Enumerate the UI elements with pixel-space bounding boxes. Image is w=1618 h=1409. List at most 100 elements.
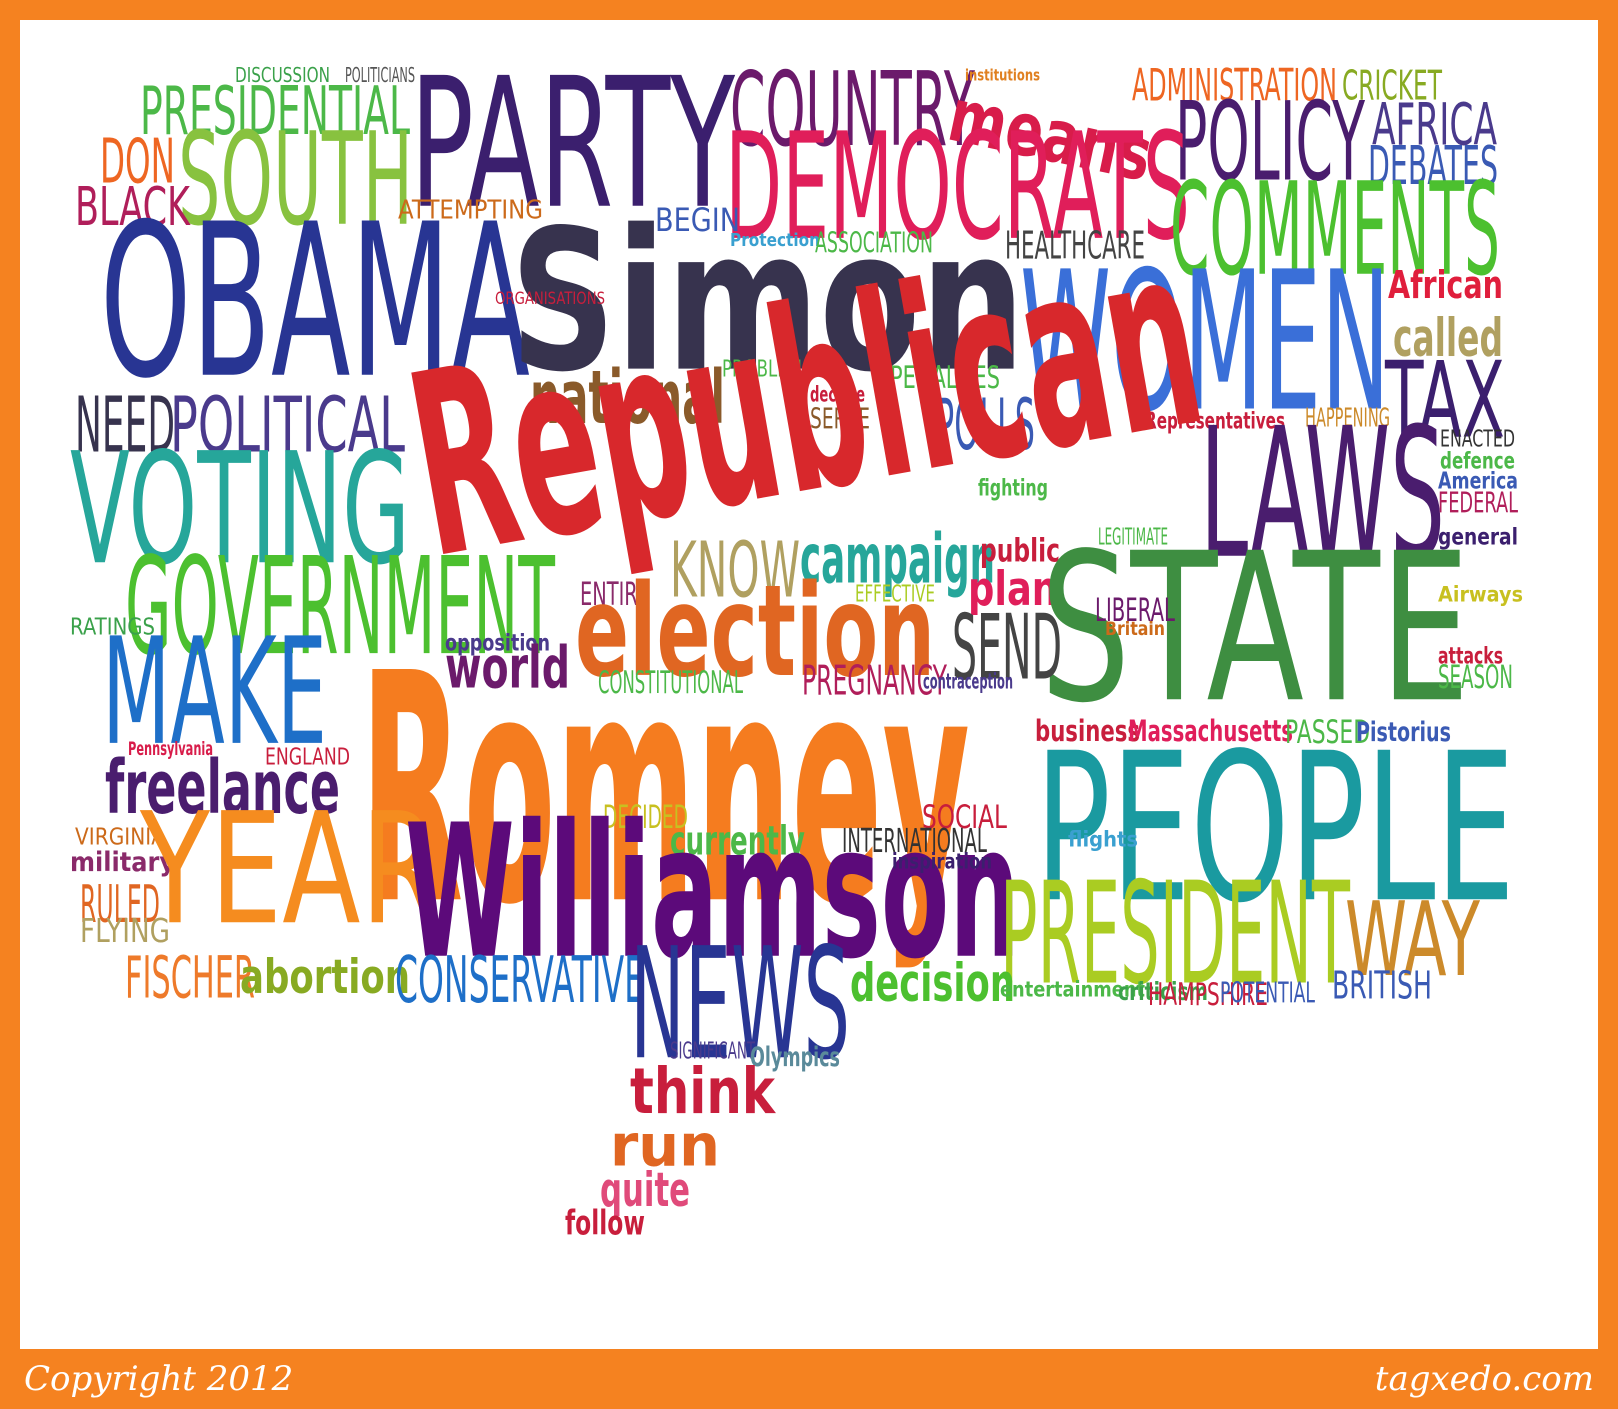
word-think: think xyxy=(630,1054,775,1129)
word-voting: VOTING xyxy=(70,419,410,600)
word-polls: POLLS xyxy=(935,383,1035,467)
word-america: America xyxy=(1438,466,1518,494)
word-attacks: attacks xyxy=(1438,641,1503,669)
word-freelance: freelance xyxy=(105,744,340,831)
word-flights: flights xyxy=(1068,827,1138,852)
word-inspiration: inspiration xyxy=(892,849,992,874)
word-romney: Romney xyxy=(360,605,970,976)
word-run: run xyxy=(610,1111,720,1180)
word-public: public xyxy=(980,532,1060,570)
word-declare: declare xyxy=(810,382,865,407)
word-world: world xyxy=(445,633,570,702)
word-comments: COMMENTS xyxy=(1170,154,1500,305)
word-entire: ENTIRE xyxy=(580,575,650,614)
word-quite: quite xyxy=(600,1161,690,1217)
word-abortion: abortion xyxy=(240,948,410,1004)
word-fischer: FISCHER xyxy=(125,943,255,1011)
word-need: NEED xyxy=(75,379,175,470)
word-ratings: RATINGS xyxy=(70,613,155,641)
word-legitimate: LEGITIMATE xyxy=(1098,523,1168,551)
word-passed: PASSED xyxy=(1285,713,1370,752)
word-business: business xyxy=(1035,712,1140,748)
word-general: general xyxy=(1438,522,1518,550)
word-party: PARTY xyxy=(410,39,735,250)
word-military: military xyxy=(70,846,175,878)
word-effective: EFFECTIVE xyxy=(855,580,935,608)
word-pennsylvania: Pennsylvania xyxy=(128,737,213,760)
word-protection: Protection xyxy=(730,229,820,251)
word-social: SOCIAL xyxy=(922,798,1007,837)
word-season: SEASON xyxy=(1438,658,1513,697)
word-institutions: institutions xyxy=(965,65,1040,85)
word-discussion: DISCUSSION xyxy=(235,62,330,87)
word-organisations: ORGANISATIONS xyxy=(495,288,605,309)
word-happening: HAPPENING xyxy=(1305,402,1390,433)
word-way: WAY xyxy=(1345,879,1480,1000)
word-conservative: CONSERVATIVE xyxy=(395,942,645,1018)
word-decision: decision xyxy=(850,952,1015,1015)
word-airways: Airways xyxy=(1438,582,1523,607)
word-problem: PROBLEM xyxy=(722,355,802,383)
word-cloud: DISCUSSION POLITICIANS PARTY COUNTRY institu… xyxy=(20,20,1598,1349)
word-cricket: CRICKET xyxy=(1342,61,1442,110)
word-black: BLACK xyxy=(75,175,190,239)
word-south: SOUTH xyxy=(178,104,413,255)
word-serve: SERVE xyxy=(810,402,870,436)
word-criticism: criticism xyxy=(1118,976,1208,1007)
word-government: GOVERNMENT xyxy=(125,528,555,686)
word-hampshire: HAMPSHIRE xyxy=(1148,975,1268,1012)
site-credit: tagxedo.com xyxy=(1374,1359,1594,1399)
word-national: national xyxy=(530,354,725,441)
word-laws: LAWS xyxy=(1200,389,1445,600)
word-potential: POTENTIAL xyxy=(1220,976,1315,1010)
word-know: KNOW xyxy=(670,524,800,615)
word-send: SEND xyxy=(952,595,1062,701)
word-liberal: LIBERAL xyxy=(1095,591,1175,630)
word-association: ASSOCIATION xyxy=(815,226,933,260)
word-enacted: ENACTED xyxy=(1440,425,1515,453)
word-begin: BEGIN xyxy=(655,201,740,240)
word-tax: TAX xyxy=(1385,338,1505,462)
word-attempting: ATTEMPTING xyxy=(398,194,543,225)
word-british: BRITISH xyxy=(1332,962,1432,1008)
word-administration: ADMINISTRATION xyxy=(1132,59,1337,112)
word-political: POLITICAL xyxy=(170,379,405,470)
word-virginia: VIRGINIA xyxy=(75,823,165,851)
word-debates: DEBATES xyxy=(1368,134,1498,198)
word-williamson: Williamson xyxy=(405,784,1020,1000)
word-state: STATE xyxy=(1040,508,1470,749)
word-democrats: DEMOCRATS xyxy=(725,100,1190,274)
word-opposition: opposition xyxy=(445,628,550,656)
word-flying: FLYING xyxy=(80,911,170,951)
word-constitutional: CONSTITUTIONAL xyxy=(598,663,743,700)
word-simon: Simon xyxy=(510,187,1025,416)
word-pregnancy: PREGNANCY xyxy=(802,656,947,705)
word-significant: SIGNIFICANT xyxy=(670,1037,755,1065)
word-massachusetts: Massachusetts xyxy=(1128,712,1293,748)
word-policy: POLICY xyxy=(1175,78,1365,206)
word-country: COUNTRY xyxy=(730,49,975,170)
word-election: election xyxy=(575,557,935,706)
word-don: DON xyxy=(100,125,175,198)
word-african: African xyxy=(1388,262,1503,308)
word-fighting: fighting xyxy=(978,473,1048,501)
word-people: PEOPLE xyxy=(1035,708,1515,949)
word-campaign: campaign xyxy=(800,518,995,599)
word-called: called xyxy=(1393,307,1503,370)
word-entertainment: entertainment xyxy=(1000,977,1145,1002)
word-contraception: contraception xyxy=(923,669,1013,694)
word-federal: FEDERAL xyxy=(1438,486,1518,520)
word-year: YEAR xyxy=(140,779,440,960)
word-pistorius: Pistorius xyxy=(1356,716,1451,748)
word-presidential: PRESIDENTIAL xyxy=(140,71,410,150)
word-defence: defence xyxy=(1440,446,1515,474)
word-england: ENGLAND xyxy=(265,743,350,771)
word-obama: OBAMA xyxy=(100,177,530,426)
word-news: NEWS xyxy=(630,914,850,1095)
word-africa: AFRICA xyxy=(1372,90,1497,158)
word-olympics: Olympics xyxy=(750,1041,840,1073)
word-healthcare: HEALTHCARE xyxy=(1005,222,1145,268)
word-politicians: POLITICIANS xyxy=(345,62,415,87)
word-plan: plan xyxy=(968,560,1058,616)
